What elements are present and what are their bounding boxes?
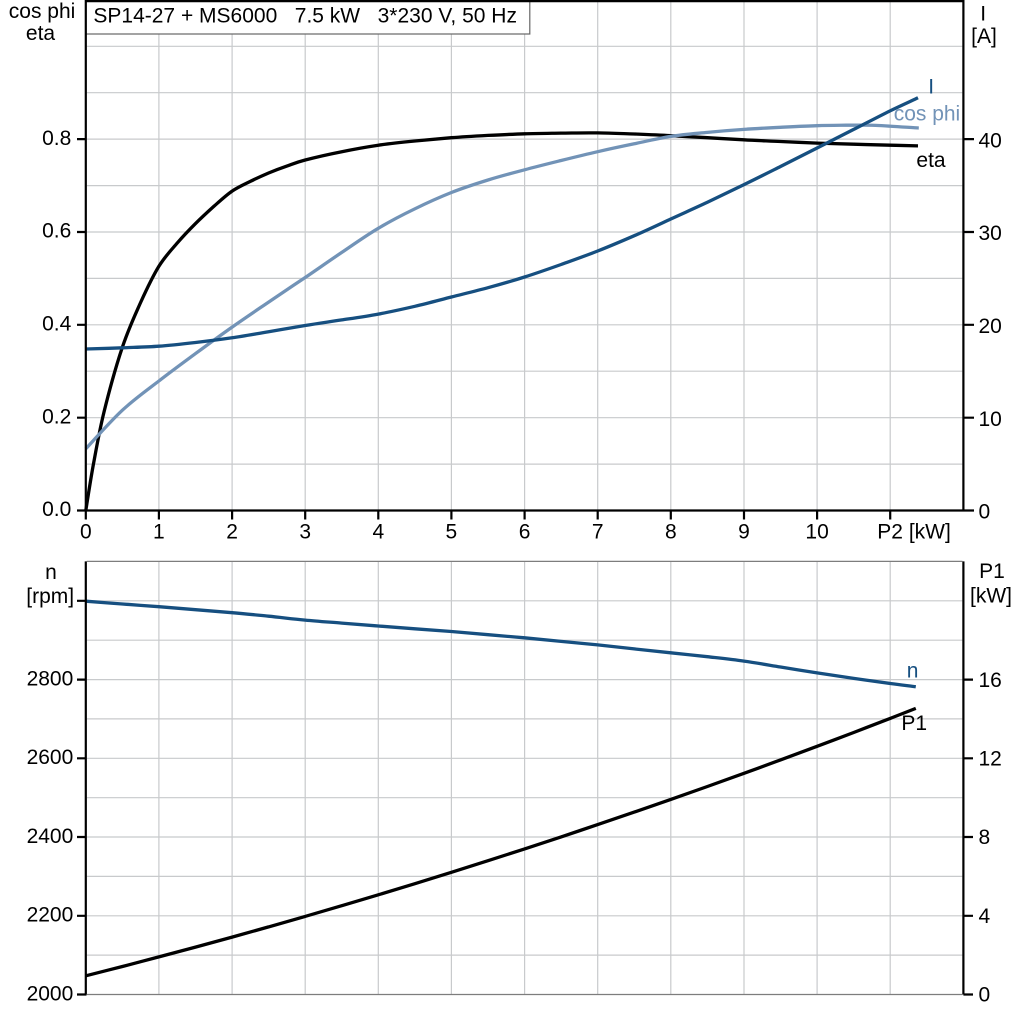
svg-text:2400: 2400 bbox=[27, 825, 74, 848]
svg-text:2: 2 bbox=[226, 521, 238, 544]
svg-text:0: 0 bbox=[979, 984, 991, 1007]
svg-text:0.8: 0.8 bbox=[42, 127, 71, 150]
svg-text:P1: P1 bbox=[979, 560, 1005, 583]
svg-text:SP14-27 + MS6000 7.5 kW 3*: SP14-27 + MS6000 7.5 kW 3*230 V, 50 Hz bbox=[93, 4, 517, 27]
svg-text:eta: eta bbox=[916, 149, 946, 172]
svg-text:2000: 2000 bbox=[27, 982, 74, 1005]
svg-text:[A]: [A] bbox=[971, 25, 997, 48]
svg-text:I: I bbox=[980, 3, 986, 26]
svg-text:2600: 2600 bbox=[27, 746, 74, 769]
svg-text:20: 20 bbox=[979, 315, 1002, 338]
svg-text:4: 4 bbox=[372, 521, 384, 544]
svg-text:1: 1 bbox=[153, 521, 165, 544]
svg-text:10: 10 bbox=[805, 521, 828, 544]
svg-text:9: 9 bbox=[738, 521, 750, 544]
svg-text:n: n bbox=[907, 660, 919, 683]
svg-text:40: 40 bbox=[979, 129, 1002, 152]
svg-text:n: n bbox=[45, 561, 57, 584]
svg-text:3: 3 bbox=[299, 521, 311, 544]
svg-text:0.0: 0.0 bbox=[42, 498, 71, 521]
svg-text:cos phi: cos phi bbox=[9, 0, 76, 23]
svg-text:6: 6 bbox=[519, 521, 531, 544]
svg-text:5: 5 bbox=[446, 521, 458, 544]
svg-text:12: 12 bbox=[979, 748, 1002, 771]
svg-text:P2 [kW]: P2 [kW] bbox=[877, 521, 951, 544]
svg-text:cos phi: cos phi bbox=[894, 102, 961, 125]
svg-text:8: 8 bbox=[665, 521, 677, 544]
svg-text:8: 8 bbox=[979, 826, 991, 849]
svg-text:16: 16 bbox=[979, 669, 1002, 692]
svg-text:0.6: 0.6 bbox=[42, 220, 71, 243]
svg-text:2800: 2800 bbox=[27, 668, 74, 691]
svg-text:30: 30 bbox=[979, 222, 1002, 245]
svg-text:I: I bbox=[928, 76, 934, 99]
svg-text:7: 7 bbox=[592, 521, 604, 544]
svg-text:eta: eta bbox=[26, 22, 56, 45]
svg-text:10: 10 bbox=[979, 408, 1002, 431]
svg-text:0.4: 0.4 bbox=[42, 313, 72, 336]
svg-text:4: 4 bbox=[979, 905, 991, 928]
svg-text:0: 0 bbox=[80, 521, 92, 544]
svg-text:[rpm]: [rpm] bbox=[26, 585, 74, 608]
svg-text:0.2: 0.2 bbox=[42, 405, 71, 428]
svg-text:[kW]: [kW] bbox=[970, 585, 1012, 608]
svg-text:P1: P1 bbox=[901, 712, 927, 735]
svg-text:0: 0 bbox=[979, 501, 991, 524]
svg-text:2200: 2200 bbox=[27, 904, 74, 927]
